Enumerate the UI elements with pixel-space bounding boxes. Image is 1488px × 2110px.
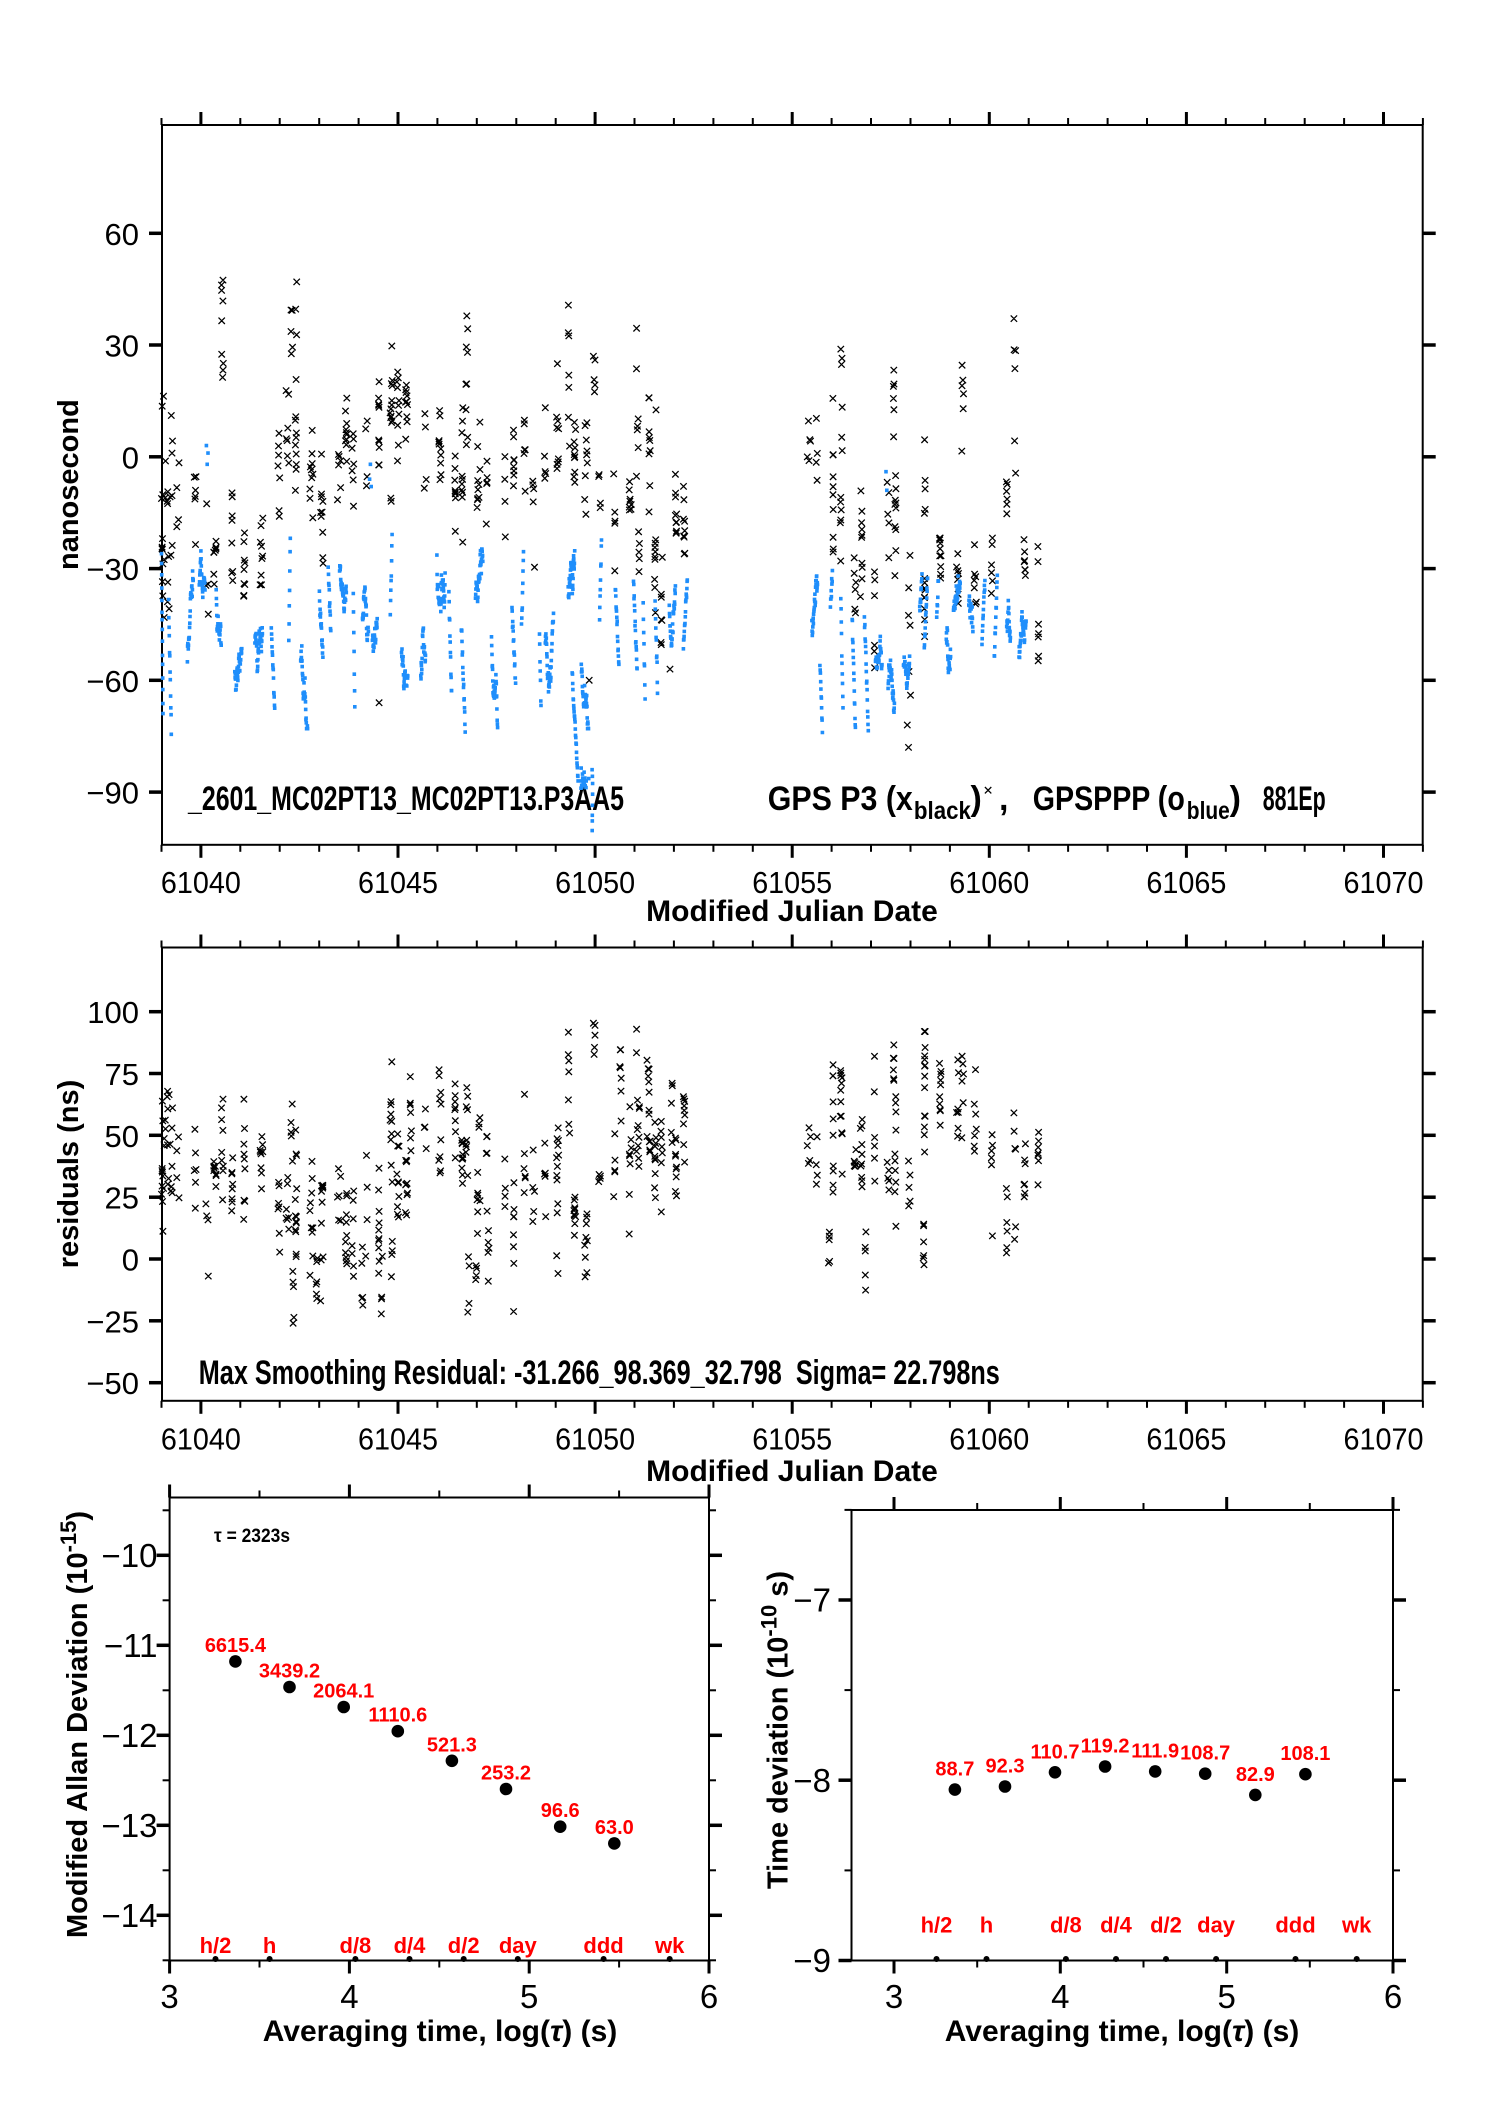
svg-text:Averaging time, log(τ) (s): Averaging time, log(τ) (s) <box>945 2015 1300 2048</box>
svg-text:3: 3 <box>885 1978 903 2015</box>
svg-text:61070: 61070 <box>1344 1421 1424 1456</box>
svg-text:61050: 61050 <box>555 1421 635 1456</box>
svg-text:3: 3 <box>160 1978 178 2015</box>
svg-text:d/4: d/4 <box>394 1933 427 1958</box>
svg-text:): ) <box>1230 780 1241 818</box>
svg-text:−50: −50 <box>86 1366 139 1401</box>
svg-text:): ) <box>971 780 982 818</box>
svg-text:h/2: h/2 <box>200 1933 232 1958</box>
svg-text:108.7: 108.7 <box>1180 1743 1230 1765</box>
svg-text:25: 25 <box>105 1181 139 1216</box>
svg-text:ddd: ddd <box>1275 1913 1315 1938</box>
svg-text:111.9: 111.9 <box>1131 1740 1179 1762</box>
svg-text:61050: 61050 <box>555 865 635 900</box>
svg-text:3439.2: 3439.2 <box>259 1661 320 1683</box>
svg-text:5: 5 <box>520 1978 538 2015</box>
svg-text:−25: −25 <box>86 1304 139 1339</box>
svg-text:h: h <box>263 1933 276 1958</box>
svg-text:61045: 61045 <box>358 1421 438 1456</box>
svg-text:Max Smoothing Residual: -31.26: Max Smoothing Residual: -31.266_98.369_3… <box>199 1354 1000 1392</box>
svg-text:61040: 61040 <box>161 1421 241 1456</box>
svg-text:96.6: 96.6 <box>541 1800 580 1822</box>
svg-text:d/2: d/2 <box>1150 1913 1182 1938</box>
svg-text:wk: wk <box>654 1933 685 1958</box>
svg-text:61045: 61045 <box>358 865 438 900</box>
svg-text:61055: 61055 <box>752 1421 832 1456</box>
svg-text:day: day <box>1197 1913 1236 1938</box>
svg-text:Time deviation (10-10 s): Time deviation (10-10 s) <box>757 1571 795 1889</box>
svg-text:−11: −11 <box>104 1627 158 1664</box>
svg-text:5: 5 <box>1218 1978 1236 2015</box>
svg-text:253.2: 253.2 <box>481 1763 531 1785</box>
svg-text:Averaging time, log(τ) (s): Averaging time, log(τ) (s) <box>263 2015 618 2048</box>
svg-text:61060: 61060 <box>949 865 1029 900</box>
svg-text:82.9: 82.9 <box>1236 1764 1275 1786</box>
svg-text:61040: 61040 <box>161 865 241 900</box>
svg-text:61070: 61070 <box>1344 865 1424 900</box>
svg-text:−90: −90 <box>86 776 139 811</box>
svg-text:−60: −60 <box>86 664 139 699</box>
svg-text:0: 0 <box>122 440 139 475</box>
svg-text:d/8: d/8 <box>340 1933 372 1958</box>
svg-text:day: day <box>499 1933 538 1958</box>
svg-text:2064.1: 2064.1 <box>313 1681 374 1703</box>
svg-text:h/2: h/2 <box>921 1913 953 1938</box>
svg-text:−13: −13 <box>102 1807 158 1844</box>
svg-text:−9: −9 <box>793 1942 831 1979</box>
svg-text:110.7: 110.7 <box>1031 1741 1080 1763</box>
svg-text:d/4: d/4 <box>1100 1913 1133 1938</box>
svg-text:6: 6 <box>1384 1978 1402 2015</box>
svg-text:,: , <box>999 780 1008 818</box>
svg-text:Modified Julian Date: Modified Julian Date <box>646 1455 938 1488</box>
svg-text:63.0: 63.0 <box>595 1817 634 1839</box>
svg-text:108.1: 108.1 <box>1280 1743 1330 1765</box>
svg-text:100: 100 <box>87 995 139 1030</box>
svg-text:881Ep: 881Ep <box>1263 780 1326 818</box>
svg-text:−30: −30 <box>86 552 139 587</box>
svg-text:wk: wk <box>1341 1913 1372 1938</box>
svg-text:92.3: 92.3 <box>986 1756 1025 1778</box>
svg-text:−7: −7 <box>793 1582 831 1619</box>
svg-text:0: 0 <box>122 1243 139 1278</box>
svg-text:4: 4 <box>340 1978 358 2015</box>
svg-text:88.7: 88.7 <box>935 1759 974 1781</box>
svg-text:d/8: d/8 <box>1050 1913 1082 1938</box>
svg-text:60: 60 <box>105 217 139 252</box>
svg-text:_2601_MC02PT13_MC02PT13.P3AA5: _2601_MC02PT13_MC02PT13.P3AA5 <box>187 780 624 818</box>
svg-text:6: 6 <box>700 1978 718 2015</box>
svg-text:30: 30 <box>105 329 139 364</box>
svg-text:521.3: 521.3 <box>427 1734 477 1756</box>
svg-text:61060: 61060 <box>949 1421 1029 1456</box>
svg-text:6615.4: 6615.4 <box>205 1635 267 1657</box>
svg-text:h: h <box>980 1913 993 1938</box>
svg-text:black: black <box>914 797 971 825</box>
svg-text:4: 4 <box>1051 1978 1069 2015</box>
svg-text:GPSPPP (o: GPSPPP (o <box>1033 780 1185 818</box>
svg-text:ddd: ddd <box>583 1933 623 1958</box>
svg-text:1110.6: 1110.6 <box>368 1705 427 1727</box>
svg-text:τ = 2323s: τ = 2323s <box>214 1526 290 1547</box>
svg-text:50: 50 <box>105 1119 139 1154</box>
svg-text:Modified Julian Date: Modified Julian Date <box>646 895 938 928</box>
svg-text:61065: 61065 <box>1146 1421 1226 1456</box>
svg-text:−8: −8 <box>793 1762 831 1799</box>
svg-text:61055: 61055 <box>752 865 832 900</box>
svg-text:119.2: 119.2 <box>1081 1736 1130 1758</box>
svg-text:blue: blue <box>1187 797 1230 825</box>
svg-text:d/2: d/2 <box>448 1933 480 1958</box>
svg-text:nanosecond: nanosecond <box>53 399 85 570</box>
svg-text:−10: −10 <box>102 1537 158 1574</box>
svg-text:61065: 61065 <box>1146 865 1226 900</box>
svg-text:−12: −12 <box>102 1717 158 1754</box>
svg-text:75: 75 <box>105 1057 139 1092</box>
svg-text:−14: −14 <box>102 1897 158 1934</box>
svg-text:residuals (ns): residuals (ns) <box>53 1080 85 1269</box>
svg-text:GPS P3 (x: GPS P3 (x <box>768 780 913 818</box>
svg-text:Modified Allan Deviation (10-1: Modified Allan Deviation (10-15) <box>56 1511 94 1938</box>
